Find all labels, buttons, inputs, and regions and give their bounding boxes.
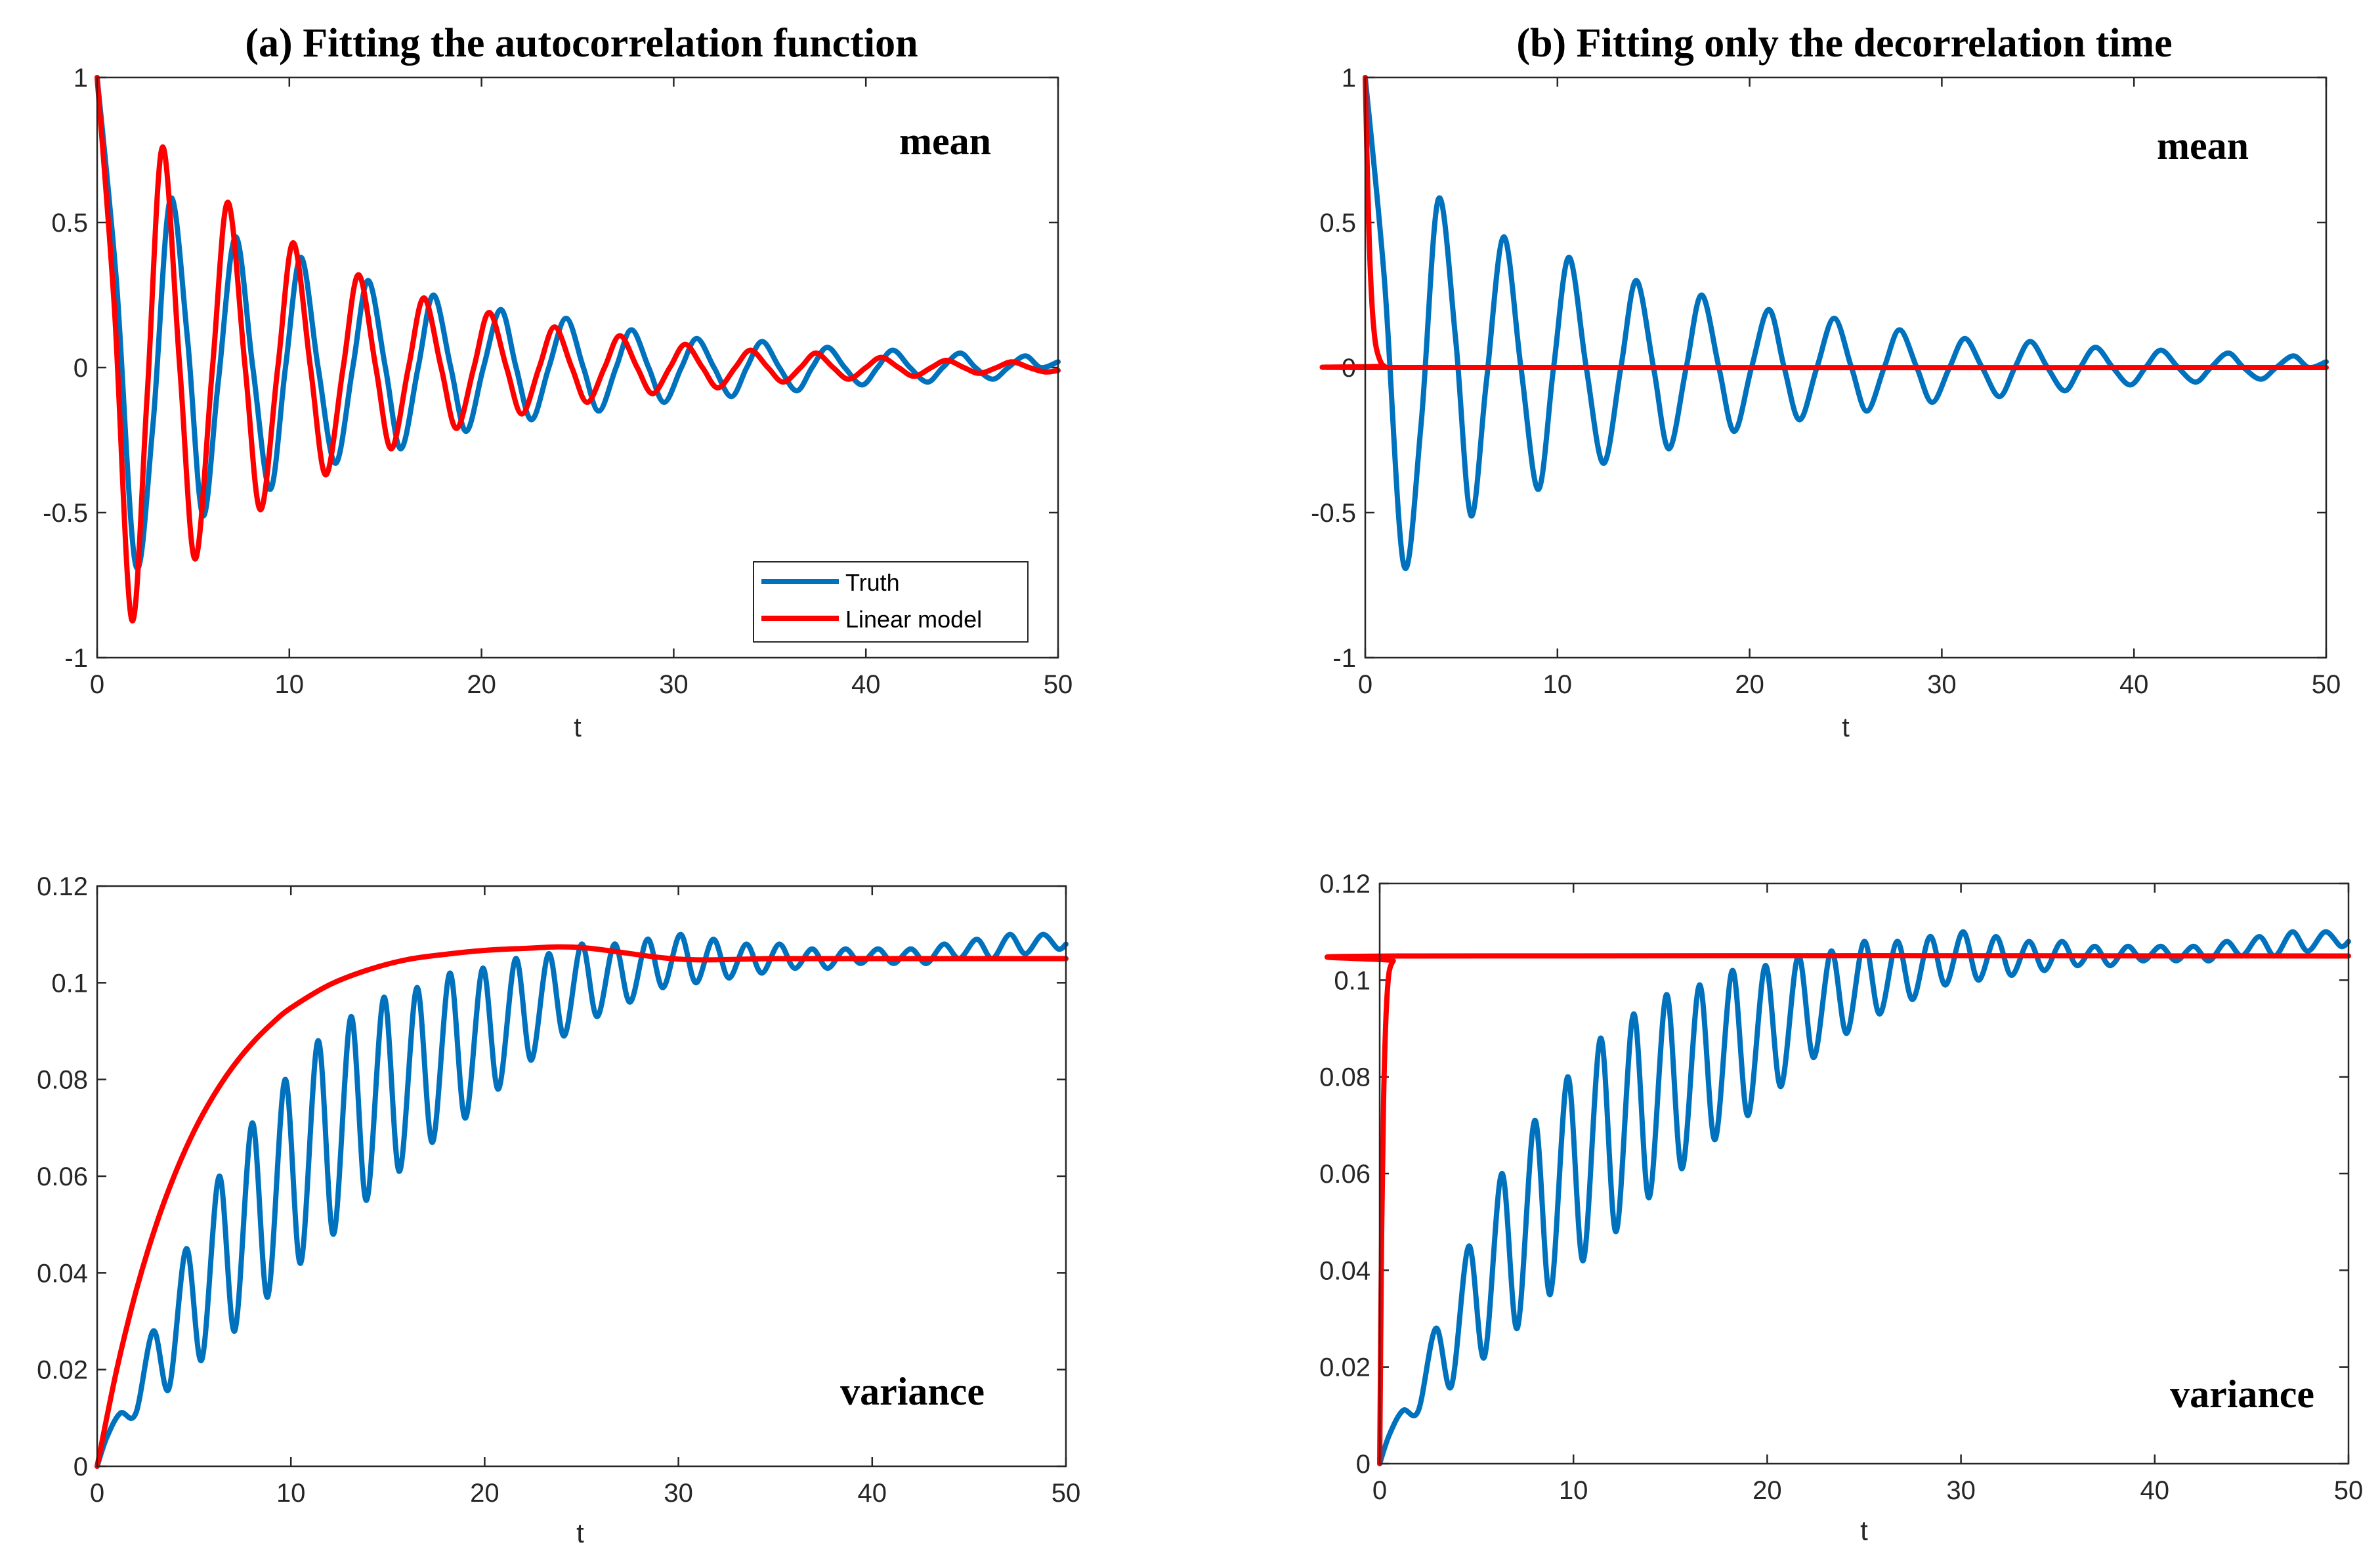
panel-a-variance-xlabel: t <box>576 1517 584 1548</box>
y-tick-label: 0 <box>1356 1450 1371 1479</box>
legend: Truth Linear model <box>753 561 1029 643</box>
panel-b-mean-ticks: 0 10 20 30 40 50-1-0.500.51 <box>1311 64 2341 699</box>
x-tick-label: 30 <box>664 1479 693 1508</box>
x-tick-label: 0 <box>1358 670 1372 699</box>
panel-b-mean: (b) Fitting only the decorrelation time … <box>1311 21 2341 742</box>
panel-b-mean-plot <box>1319 75 2329 571</box>
y-tick-label: 0.06 <box>1319 1160 1371 1189</box>
linear-model-series-line <box>95 75 1061 624</box>
x-tick-label: 50 <box>2312 670 2341 699</box>
y-tick-label: 0.02 <box>1319 1353 1371 1382</box>
y-tick-label: 1 <box>1342 64 1356 93</box>
panel-b-variance-axes <box>1378 882 2350 1465</box>
y-tick-label: 0.5 <box>51 209 88 238</box>
x-tick-label: 10 <box>1559 1476 1588 1505</box>
x-tick-label: 50 <box>2334 1476 2364 1505</box>
x-tick-label: 30 <box>659 670 689 699</box>
panel-a-mean-plot <box>95 75 1061 624</box>
panel-b-title: (b) Fitting only the decorrelation time <box>1516 21 2172 66</box>
x-tick-label: 20 <box>470 1479 499 1508</box>
y-tick-label: 0.12 <box>1319 870 1371 899</box>
panel-a-mean-annotation: mean <box>899 119 991 163</box>
x-tick-label: 20 <box>1735 670 1764 699</box>
truth-series-line <box>95 931 1069 1469</box>
x-tick-label: 50 <box>1052 1479 1081 1508</box>
panel-b-variance-plot <box>1325 929 2351 1466</box>
panel-a-mean-xlabel: t <box>574 711 582 742</box>
y-tick-label: 1 <box>74 64 88 93</box>
panel-a-mean-axes <box>96 76 1059 659</box>
x-tick-label: 40 <box>2140 1476 2170 1505</box>
truth-series-line <box>1363 75 2329 571</box>
linear-model-series-line <box>95 944 1069 1469</box>
x-tick-label: 30 <box>1927 670 1957 699</box>
panel-a-variance-plot <box>95 931 1069 1469</box>
y-tick-label: -0.5 <box>43 499 88 528</box>
legend-model-label: Linear model <box>845 606 982 633</box>
y-tick-label: 0.02 <box>37 1356 88 1385</box>
y-tick-label: 0.1 <box>1334 966 1371 995</box>
x-tick-label: 50 <box>1044 670 1073 699</box>
linear-model-series-line <box>1319 75 2329 371</box>
y-tick-label: 0.1 <box>51 969 88 998</box>
panel-a-variance-ticks: 0 10 20 30 40 50 0 0.02 0.04 0.06 0.08 0.1 0.12 <box>37 872 1080 1508</box>
x-tick-label: 40 <box>858 1479 887 1508</box>
y-tick-label: 0.5 <box>1319 209 1356 238</box>
y-tick-label: -1 <box>1332 644 1356 673</box>
y-tick-label: 0.08 <box>1319 1063 1371 1092</box>
panel-b-variance-xlabel: t <box>1860 1515 1868 1546</box>
panel-b-variance-ticks: 0 10 20 30 40 50 0 0.02 0.04 0.06 0.08 0.1 0.12 <box>1319 870 2363 1505</box>
legend-box <box>753 561 1029 643</box>
y-tick-label: -1 <box>64 644 88 673</box>
panel-a-variance-annotation: variance <box>840 1370 985 1413</box>
x-tick-label: 20 <box>467 670 496 699</box>
x-tick-label: 0 <box>90 670 104 699</box>
panel-a-mean: (a) Fitting the autocorrelation function… <box>43 21 1073 742</box>
x-tick-label: 30 <box>1946 1476 1976 1505</box>
x-tick-label: 20 <box>1753 1476 1782 1505</box>
panel-a-variance: 0 10 20 30 40 50 0 0.02 0.04 0.06 0.08 0.1 0.12 vari… <box>37 872 1080 1548</box>
x-tick-label: 10 <box>276 1479 306 1508</box>
panel-a-title: (a) Fitting the autocorrelation function <box>245 21 918 66</box>
y-tick-label: 0.06 <box>37 1162 88 1191</box>
panel-b-mean-xlabel: t <box>1842 711 1850 742</box>
linear-model-series-line <box>1325 952 2351 1466</box>
x-tick-label: 10 <box>1543 670 1573 699</box>
x-tick-label: 0 <box>1372 1476 1387 1505</box>
panel-b-mean-annotation: mean <box>2157 124 2249 167</box>
y-tick-label: 0 <box>74 1453 88 1481</box>
y-tick-label: 0 <box>74 354 88 383</box>
panel-a-mean-ticks: 0 10 20 30 40 50 -1 -0.5 0 0.5 1 <box>43 64 1073 699</box>
panel-b-mean-axes <box>1364 76 2327 659</box>
x-tick-label: 40 <box>2119 670 2149 699</box>
y-tick-label: 0.08 <box>37 1066 88 1095</box>
y-tick-label: 0.04 <box>37 1259 88 1288</box>
panel-a-variance-axes <box>96 885 1067 1468</box>
x-tick-label: 40 <box>851 670 881 699</box>
y-tick-label: 0.12 <box>37 872 88 901</box>
x-tick-label: 10 <box>275 670 305 699</box>
panel-b-variance-annotation: variance <box>2170 1372 2314 1416</box>
truth-series-line <box>1377 929 2351 1466</box>
panel-b-variance: 0 10 20 30 40 50 0 0.02 0.04 0.06 0.08 0.1 0.12 vari… <box>1319 870 2363 1546</box>
x-tick-label: 0 <box>90 1479 104 1508</box>
legend-truth-label: Truth <box>845 569 900 596</box>
y-tick-label: -0.5 <box>1311 499 1356 528</box>
y-tick-label: 0.04 <box>1319 1256 1371 1285</box>
truth-series-line <box>95 75 1061 571</box>
